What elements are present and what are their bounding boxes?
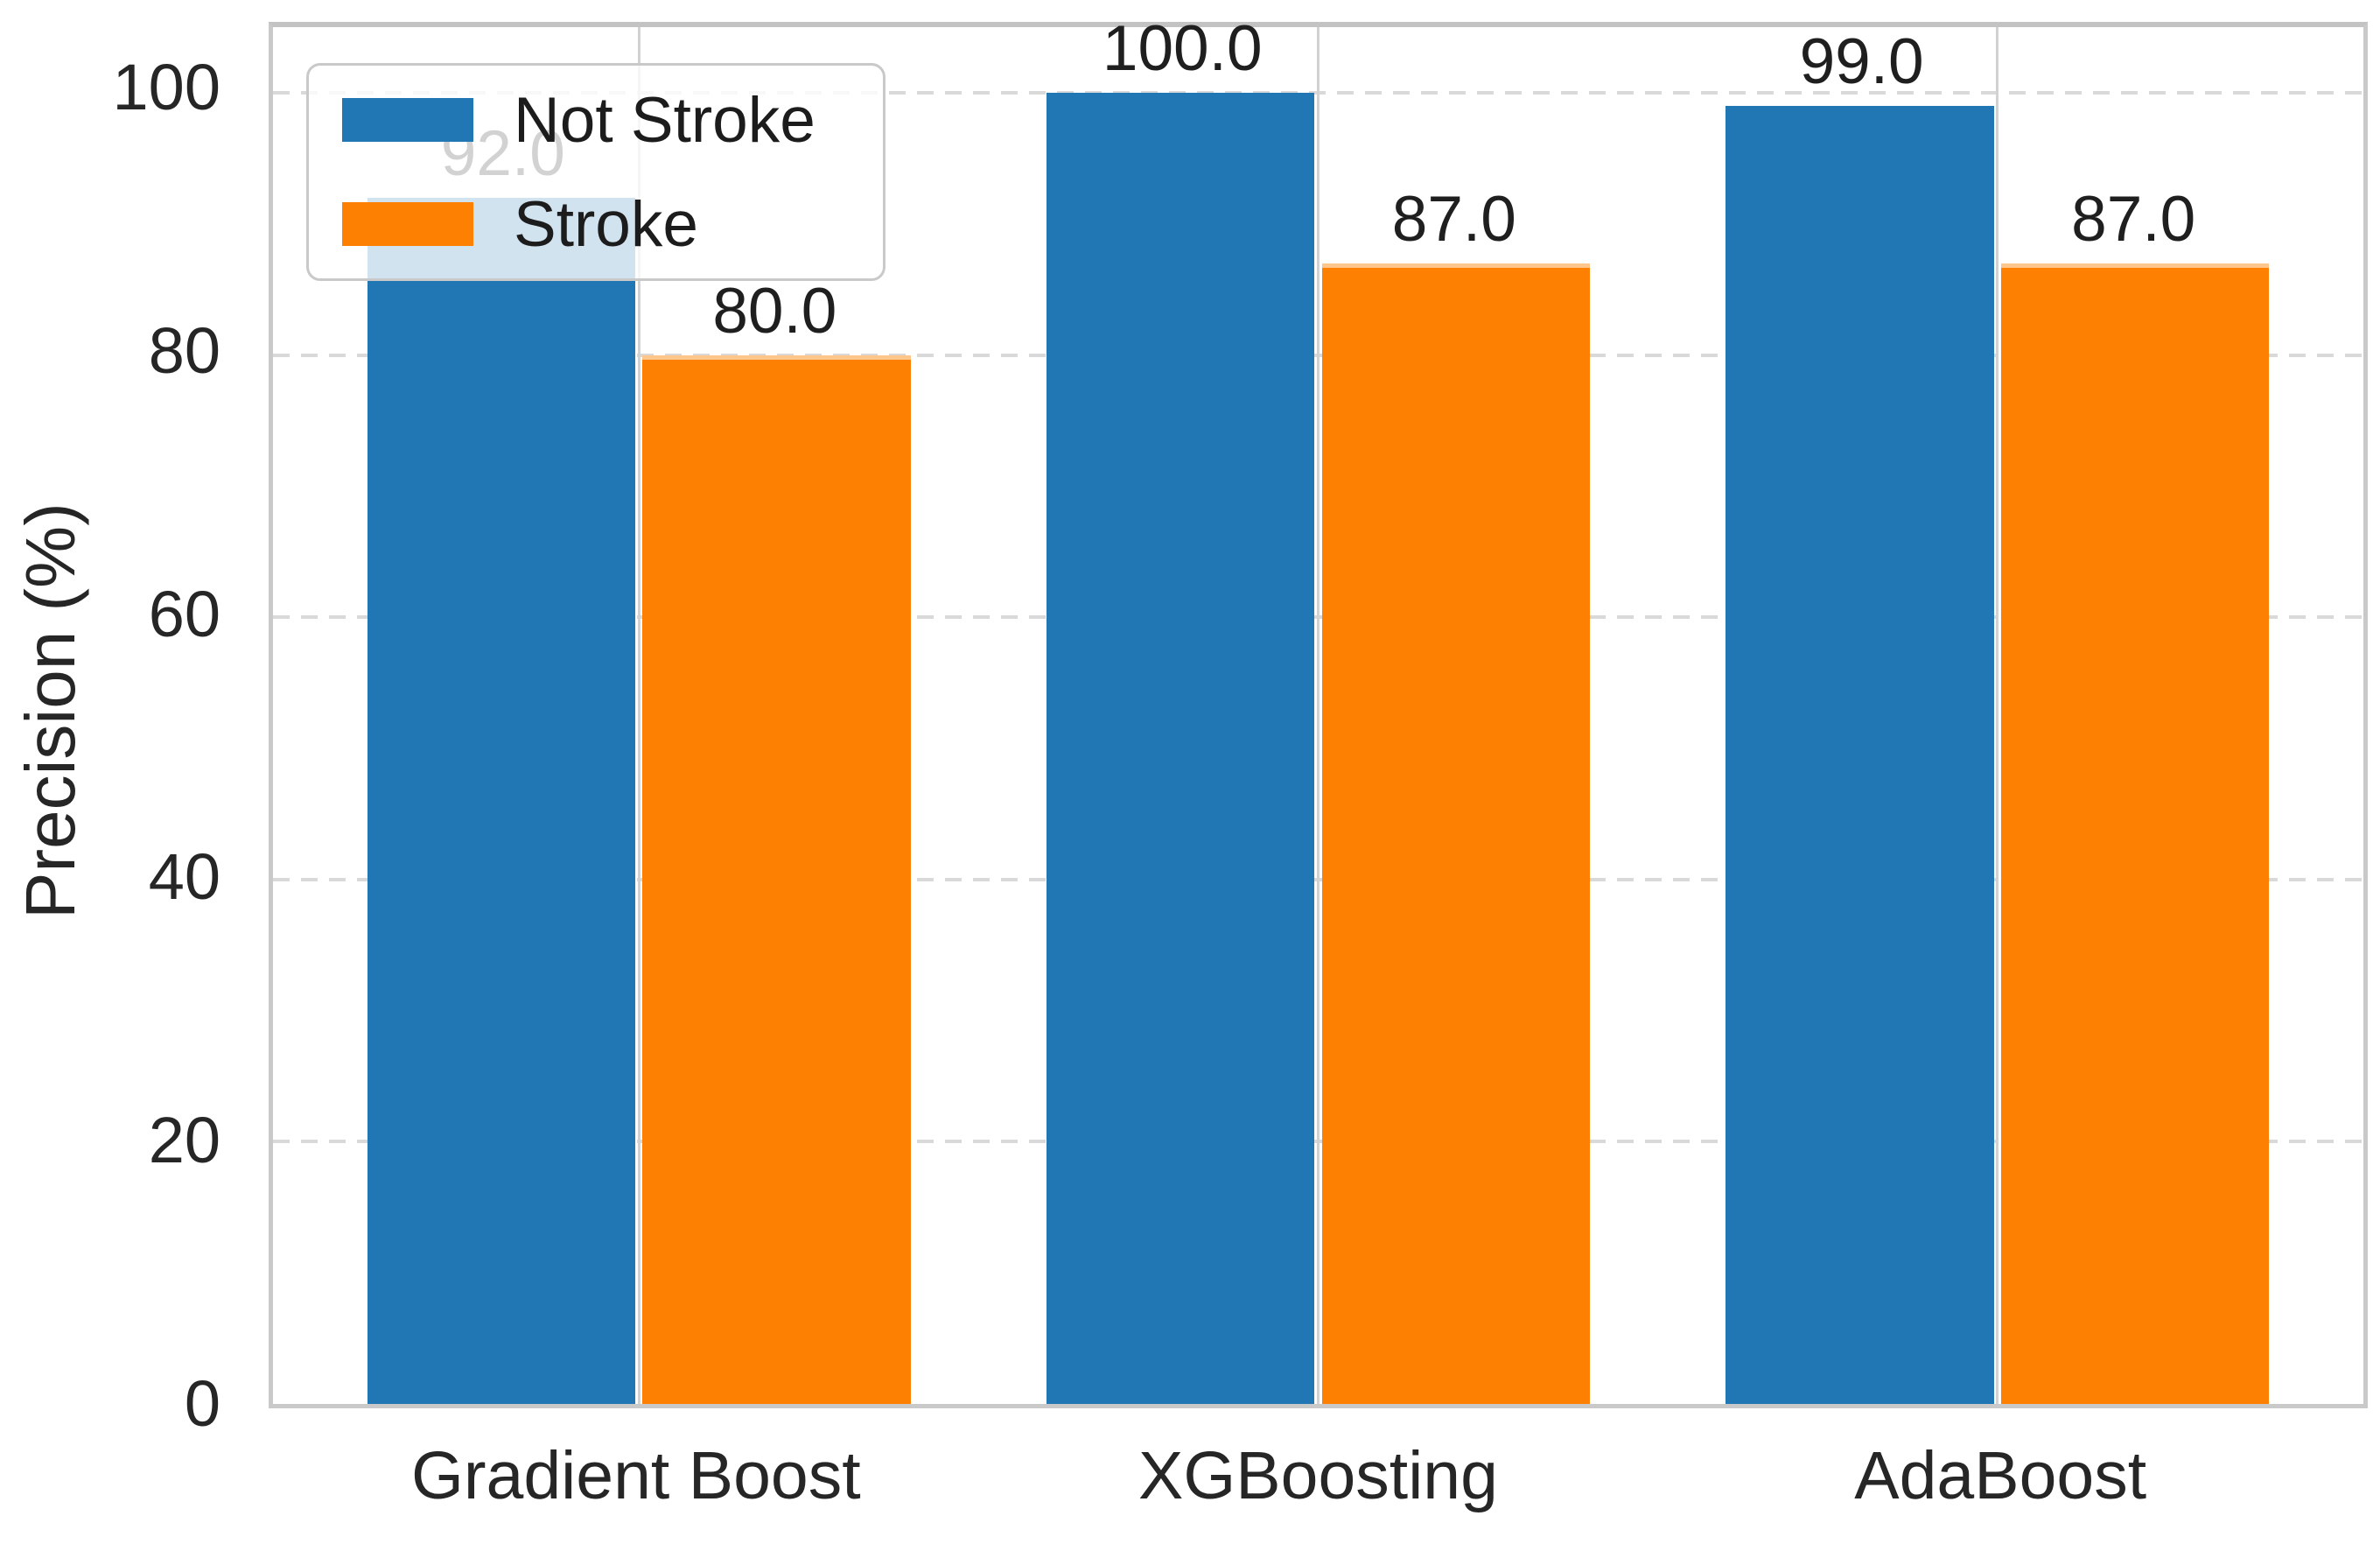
x-axis-tick-rail: Gradient Boost XGBoosting AdaBoost <box>269 1442 2368 1530</box>
bar-stroke-gradient-boost <box>642 354 911 1404</box>
bar-not-stroke-xgboosting <box>1046 92 1315 1404</box>
x-tick-label-adaboost: AdaBoost <box>1854 1438 2147 1513</box>
y-tick-label-40: 40 <box>148 840 220 914</box>
legend-item-stroke: Stroke <box>342 193 883 256</box>
x-tick-label-xgboosting: XGBoosting <box>1138 1438 1498 1513</box>
legend-swatch-stroke <box>342 202 473 246</box>
legend-label-stroke: Stroke <box>514 188 698 260</box>
legend-swatch-not-stroke <box>342 98 473 142</box>
gridline-x-adaboost <box>1996 27 1999 1404</box>
bar-stroke-adaboost <box>2000 263 2270 1404</box>
y-tick-label-20: 20 <box>148 1104 220 1177</box>
x-tick-label-gradient-boost: Gradient Boost <box>411 1438 861 1513</box>
gridline-x-gradient-boost <box>637 27 640 1404</box>
legend: Not Stroke Stroke <box>306 63 886 281</box>
value-label-stroke-gradient-boost: 80.0 <box>712 275 837 347</box>
legend-item-not-stroke: Not Stroke <box>342 88 883 152</box>
y-tick-label-60: 60 <box>148 577 220 650</box>
bar-not-stroke-adaboost <box>1726 105 1994 1404</box>
y-axis-tick-rail: 0 20 40 60 80 100 <box>0 22 220 1436</box>
value-label-stroke-adaboost: 87.0 <box>2071 183 2196 255</box>
value-label-stroke-xgboosting: 87.0 <box>1391 183 1516 255</box>
y-tick-label-100: 100 <box>112 51 220 124</box>
y-tick-label-0: 0 <box>184 1367 220 1440</box>
bar-stroke-xgboosting <box>1321 263 1591 1404</box>
gridline-x-xgboosting <box>1317 27 1320 1404</box>
y-tick-label-80: 80 <box>148 313 220 387</box>
value-label-not-stroke-adaboost: 99.0 <box>1799 25 1924 97</box>
legend-label-not-stroke: Not Stroke <box>514 84 816 156</box>
bar-not-stroke-gradient-boost <box>367 197 636 1404</box>
value-label-not-stroke-xgboosting: 100.0 <box>1102 12 1263 84</box>
